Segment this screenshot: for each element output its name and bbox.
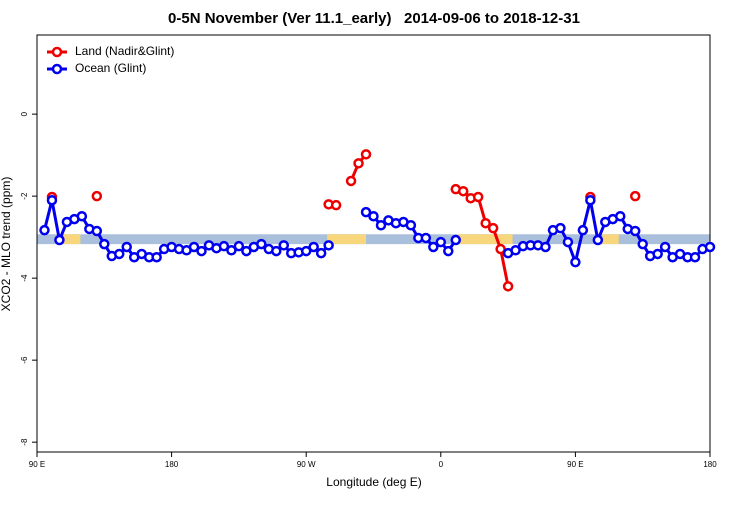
data-point — [637, 238, 648, 250]
data-point — [91, 190, 103, 202]
x-tick-label: 90 W — [297, 460, 316, 469]
band — [37, 234, 710, 245]
data-point — [46, 194, 58, 206]
data-point — [428, 241, 439, 253]
data-point — [585, 194, 596, 206]
data-point — [330, 199, 342, 211]
y-tick-label: 0 — [20, 111, 29, 116]
data-point — [353, 158, 364, 169]
data-point — [420, 232, 432, 244]
data-point — [562, 236, 574, 248]
data-point — [360, 206, 372, 218]
data-point — [271, 245, 282, 257]
x-tick-label: 180 — [703, 460, 717, 469]
data-point — [555, 222, 566, 234]
chart-title: 0-5N November (Ver 11.1_early) 2014-09-0… — [168, 10, 580, 27]
data-point — [54, 234, 65, 246]
data-point — [450, 234, 462, 246]
data-point — [480, 217, 491, 229]
data-point — [570, 256, 581, 268]
data-point — [615, 210, 626, 222]
data-point — [495, 243, 506, 255]
data-point — [241, 245, 252, 257]
data-point — [457, 185, 469, 197]
band-highlight — [457, 234, 513, 245]
data-point — [360, 149, 372, 160]
y-tick-label: -2 — [20, 192, 29, 200]
data-point — [76, 210, 88, 222]
band-highlight — [327, 234, 367, 245]
legend-marker — [51, 63, 63, 75]
data-point — [405, 220, 417, 231]
x-tick-label: 90 E — [567, 460, 583, 469]
data-point — [375, 220, 387, 231]
data-point — [435, 236, 447, 248]
legend-label: Ocean (Glint) — [75, 61, 146, 75]
data-point — [368, 210, 379, 222]
data-point — [315, 247, 327, 259]
data-point — [704, 241, 716, 253]
data-point — [502, 281, 514, 292]
y-tick-label: -8 — [20, 438, 29, 446]
data-point — [629, 225, 641, 237]
data-point — [540, 241, 551, 253]
data-point — [226, 245, 237, 256]
data-point — [659, 241, 671, 253]
x-tick-label: 0 — [439, 460, 444, 469]
data-point — [443, 245, 454, 257]
data-point — [308, 241, 319, 253]
data-point — [472, 191, 484, 203]
data-point — [323, 240, 334, 251]
y-axis-label: XCO2 - MLO trend (ppm) — [0, 177, 13, 312]
data-point — [577, 224, 589, 236]
legend-marker — [51, 46, 63, 58]
data-point — [629, 190, 641, 202]
data-point — [188, 241, 200, 253]
data-point — [487, 222, 499, 234]
data-point — [233, 240, 245, 252]
data-point — [39, 224, 50, 236]
y-tick-label: -6 — [20, 356, 29, 364]
data-point — [510, 245, 521, 256]
data-point — [652, 248, 663, 260]
x-tick-label: 180 — [165, 460, 179, 469]
data-point — [114, 248, 125, 260]
data-point — [278, 240, 290, 251]
data-point — [345, 175, 357, 187]
data-point — [218, 240, 230, 252]
data-point — [91, 225, 103, 237]
x-tick-label: 90 E — [29, 460, 45, 469]
band-highlight — [602, 234, 619, 245]
data-point — [151, 251, 162, 263]
x-axis-label: Longitude (deg E) — [326, 475, 421, 489]
data-point — [196, 245, 207, 257]
band-highlight — [63, 234, 81, 245]
data-point — [256, 238, 267, 250]
data-point — [99, 238, 110, 250]
data-point — [689, 251, 701, 263]
legend-label: Land (Nadir&Glint) — [75, 44, 174, 58]
data-point — [300, 245, 312, 257]
data-point — [592, 234, 604, 246]
data-point — [121, 241, 132, 253]
y-tick-label: -4 — [20, 274, 29, 282]
